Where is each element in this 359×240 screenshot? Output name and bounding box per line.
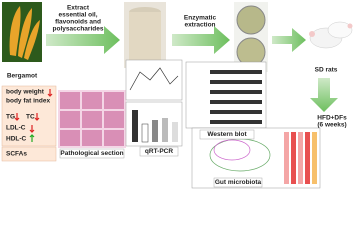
rats-label: SD rats bbox=[315, 67, 338, 74]
index-label: body weight bbox=[6, 89, 45, 96]
patho-label: Pathological section bbox=[60, 150, 123, 157]
pcr-label: qRT-PCR bbox=[145, 148, 173, 155]
diet-label: HFD+DFs bbox=[317, 115, 347, 122]
extract-label: polysaccharides bbox=[53, 26, 104, 33]
arrow bbox=[310, 78, 338, 112]
label-box bbox=[59, 148, 125, 159]
western-blot-image bbox=[185, 61, 267, 129]
powder-image bbox=[124, 2, 166, 68]
index-label: HDL-C bbox=[6, 136, 27, 143]
label-box bbox=[199, 129, 255, 140]
extract-label: essential oil, bbox=[58, 12, 97, 19]
index-label: TC bbox=[26, 114, 35, 121]
rats-image bbox=[309, 21, 353, 49]
index-label: SCFAs bbox=[6, 151, 27, 158]
label-box bbox=[213, 177, 263, 188]
western-label: Western blot bbox=[207, 131, 247, 138]
scfa-box bbox=[1, 146, 57, 162]
label-box bbox=[139, 146, 179, 157]
petri-image bbox=[234, 2, 268, 72]
indices-box bbox=[1, 85, 57, 147]
arrow bbox=[272, 28, 306, 52]
index-label: LDL-C bbox=[6, 125, 26, 132]
gut-label: Gut microbiota bbox=[215, 179, 262, 186]
pathology-image bbox=[58, 90, 126, 148]
diet-label: (6 weeks) bbox=[317, 122, 346, 129]
bergamot-image bbox=[2, 2, 42, 62]
bergamot-label: Bergamot bbox=[7, 73, 38, 80]
extract-label: Extract bbox=[67, 5, 90, 12]
arrow bbox=[172, 26, 230, 54]
index-label: TG bbox=[6, 114, 15, 121]
change-arrows bbox=[14, 89, 53, 142]
pcr-image bbox=[125, 59, 183, 147]
enzymatic-label: Enzymatic bbox=[184, 15, 217, 22]
extract-label: flavonoids and bbox=[55, 19, 101, 26]
arrow bbox=[46, 26, 120, 54]
enzymatic-label: extraction bbox=[184, 22, 215, 29]
index-label: body fat index bbox=[6, 98, 50, 105]
